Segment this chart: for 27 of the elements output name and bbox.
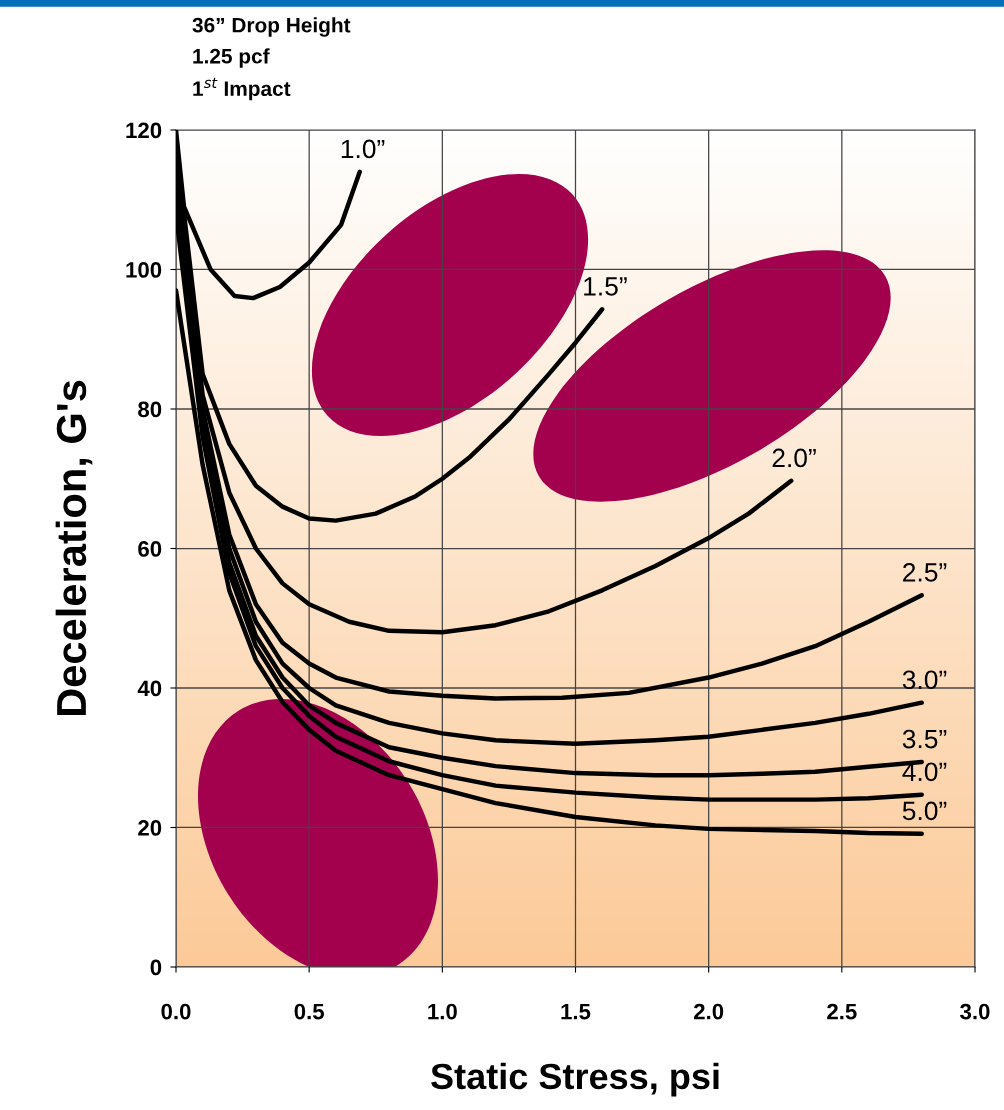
x-tick-label: 2.0 [693,1003,724,1020]
y-tick-label: 40 [137,680,162,697]
y-tick-label: 20 [138,820,162,836]
series-label: 1.0” [341,139,385,159]
series-label: 5.0” [902,801,947,821]
series-label: 4.0” [902,762,947,782]
x-tick-label: 0.0 [161,1003,191,1020]
text: 36” Drop Height [192,17,351,37]
x-axis-title: Static Stress, psi [431,1062,719,1097]
series-label: 2.5” [903,563,947,582]
text: 1.25 pcf [193,48,270,68]
y-tick-label: 80 [138,401,162,418]
y-tick-label: 0 [150,959,162,976]
series-label: 2.0” [772,448,816,468]
y-tick-label: 100 [126,262,162,278]
x-tick-label: 1.0 [428,1003,457,1020]
x-tick-label: 0.5 [294,1003,324,1020]
series-label: 3.5” [902,729,947,749]
series-label: 3.0” [902,670,947,690]
x-tick-label: 1.5 [561,1003,591,1020]
y-tick-label: 60 [138,541,162,557]
y-tick-label: 120 [126,122,162,139]
y-axis-title: Deceleration, G's [55,380,93,716]
text: 1$^{st}$ Impact [193,77,291,101]
x-tick-label: 2.5 [827,1003,857,1020]
x-tick-label: 3.0 [960,1003,990,1020]
series-label: 1.5” [584,277,627,296]
